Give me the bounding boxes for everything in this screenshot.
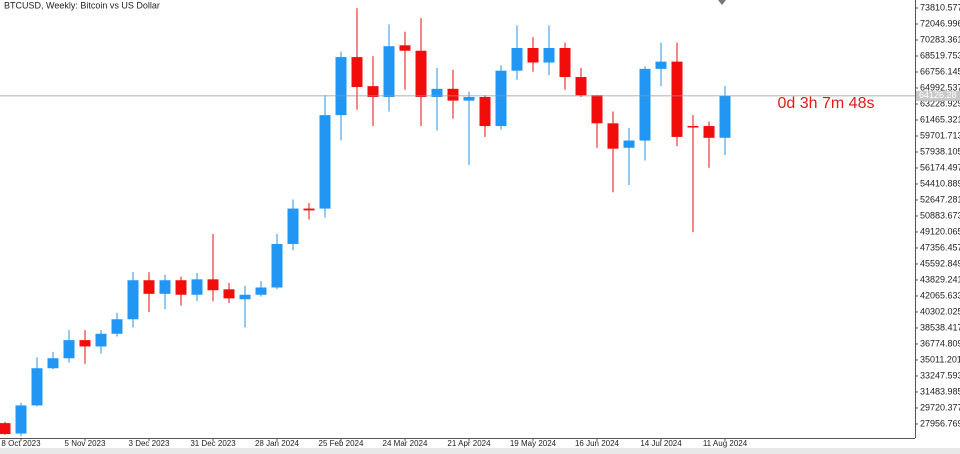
candle-body [463,96,475,101]
y-tick-label: 35011.201 [920,354,960,364]
y-tick-label: 66756.145 [920,66,960,76]
y-tick-label: 68519.753 [920,50,960,60]
x-tick-label: 28 Jan 2024 [255,439,300,448]
scrollbar [0,448,960,454]
y-tick-label: 36774.809 [920,338,960,348]
candle-body [671,61,683,137]
candle-body [335,57,347,116]
y-tick-label: 40302.025 [920,306,960,316]
y-tick-label: 61465.321 [920,114,960,124]
x-tick-label: 5 Nov 2023 [65,439,106,448]
candle-body [639,68,651,141]
y-tick-label: 27956.769 [920,418,960,428]
current-price-label: 64126.28 [919,90,957,100]
candle-body [687,126,699,128]
y-tick-label: 50883.673 [920,210,960,220]
y-tick-label: 57938.105 [920,146,960,156]
candle-body [479,96,491,127]
y-tick-label: 56174.497 [920,162,960,172]
candle-body [655,61,667,69]
y-tick-label: 38538.417 [920,322,960,332]
y-tick-label: 54410.889 [920,178,960,188]
candle-body [623,140,635,148]
current-price-tag [916,90,960,101]
x-tick-label: 14 Jul 2024 [640,439,682,448]
candle-body [47,358,59,369]
x-tick-label: 19 May 2024 [510,439,557,448]
y-tick-label: 59701.713 [920,130,960,140]
candle-body [271,243,283,288]
candle-body [543,48,555,63]
candle-body [559,48,571,78]
x-tick-label: 31 Dec 2023 [190,439,236,448]
candle-body [111,319,123,334]
candle-body [607,123,619,149]
candle-body [511,48,523,71]
candle-body [527,48,539,63]
candle-body [95,333,107,347]
x-tick-label: 8 Oct 2023 [1,439,41,448]
candle-body [367,86,379,97]
candle-body [447,88,459,101]
candle-body [591,95,603,124]
candle-body [703,126,715,138]
x-tick-label: 21 Apr 2024 [447,439,491,448]
x-tick-label: 3 Dec 2023 [129,439,170,448]
candle-body [319,115,331,209]
chart-title: BTCUSD, Weekly: Bitcoin vs US Dollar [4,0,160,10]
candle-body [719,95,731,138]
candle-body [143,280,155,294]
x-tick-label: 11 Aug 2024 [703,439,748,448]
candle-body [207,279,219,291]
candle-body [431,88,443,97]
x-tick-label: 24 Mar 2024 [383,439,428,448]
y-tick-label: 33247.593 [920,370,960,380]
y-tick-label: 29720.377 [920,402,960,412]
y-tick-label: 49120.065 [920,226,960,236]
candle-body [255,287,267,295]
candle-body [351,57,363,88]
y-tick-label: 45592.849 [920,258,960,268]
x-tick-label: 25 Feb 2024 [319,439,364,448]
y-tick-label: 73810.577 [920,2,960,12]
candle-body [63,340,75,359]
y-tick-label: 64992.537 [920,82,960,92]
x-tick-label: 16 Jun 2024 [575,439,620,448]
candle-body [303,208,315,211]
candle-body [239,294,251,300]
candle-body [31,368,43,406]
y-tick-label: 52647.281 [920,194,960,204]
y-tick-label: 42065.633 [920,290,960,300]
candle-body [0,423,11,435]
candle-body [287,208,299,244]
candle-body [415,50,427,97]
y-tick-label: 63228.929 [920,98,960,108]
y-tick-label: 72046.996 [920,18,960,28]
candle-body [159,280,171,294]
candle-body [495,70,507,127]
candle-body [223,289,235,299]
candle-body [175,280,187,295]
candle-body [191,279,203,295]
y-tick-label: 47356.457 [920,242,960,252]
bar-timer: 0d 3h 7m 48s [778,95,875,112]
candle-body [127,280,139,320]
y-tick-label: 70283.361 [920,34,960,44]
candle-body [575,77,587,96]
chart-shift-marker [718,0,726,5]
candle-body [383,46,395,97]
candle-body [15,405,27,434]
candle-body [399,45,411,51]
y-tick-label: 43829.241 [920,274,960,284]
y-tick-label: 31483.985 [920,386,960,396]
candle-body [79,340,91,347]
